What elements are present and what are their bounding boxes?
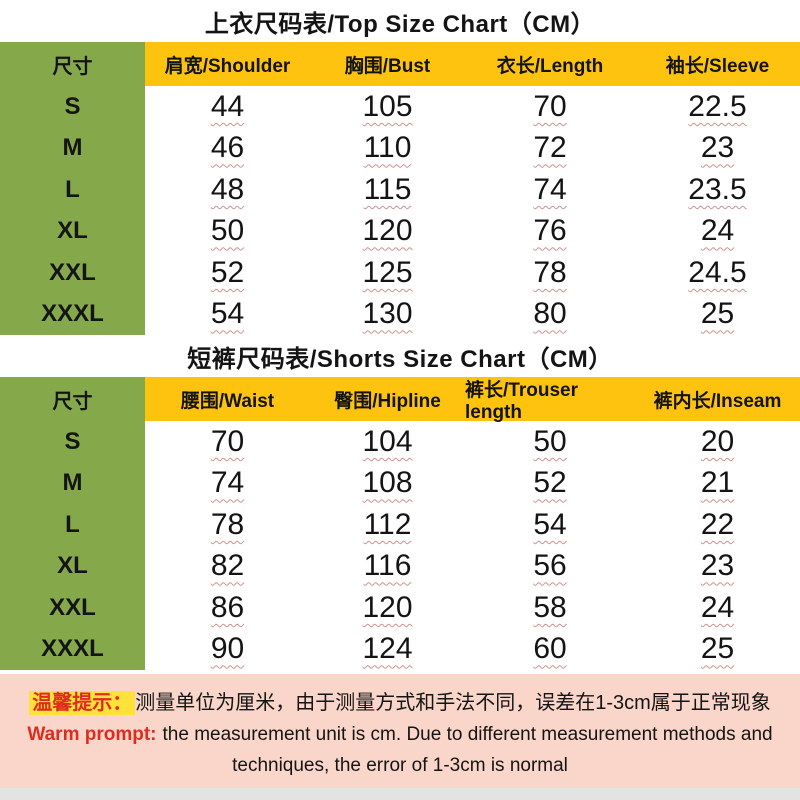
value-cell: 52 (210, 255, 245, 289)
value-cell: 120 (362, 214, 413, 248)
value-cell: 52 (533, 466, 567, 500)
shorts-table-header-row: 尺寸 腰围/Waist 臀围/Hipline 裤长/Trouser length… (0, 377, 800, 423)
value-cell: 90 (210, 632, 245, 666)
value-cell: 50 (533, 424, 567, 458)
size-cell: XXL (0, 252, 145, 294)
shorts-size-table: 尺寸 腰围/Waist 臀围/Hipline 裤长/Trouser length… (0, 377, 800, 670)
top-size-table: 尺寸 肩宽/Shoulder 胸围/Bust 衣长/Length 袖长/Slee… (0, 42, 800, 335)
value-cell: 22 (700, 507, 735, 541)
table-row: S 44 105 70 22.5 (0, 86, 800, 128)
value-cell: 23 (700, 131, 735, 165)
table-row: XL 50 120 76 24 (0, 210, 800, 252)
notice-line-zh: 温馨提示： 测量单位为厘米，由于测量方式和手法不同，误差在1-3cm属于正常现象 (29, 686, 771, 715)
table-row: M 74 108 52 21 (0, 462, 800, 504)
notice-panel: 温馨提示： 测量单位为厘米，由于测量方式和手法不同，误差在1-3cm属于正常现象 … (0, 674, 800, 788)
table-row: M 46 110 72 23 (0, 127, 800, 169)
value-cell: 58 (533, 590, 567, 624)
value-cell: 50 (210, 214, 245, 248)
top-size-chart-title: 上衣尺码表/Top Size Chart（CM） (204, 10, 596, 38)
value-cell: 74 (533, 172, 567, 206)
bottom-strip (0, 788, 800, 800)
value-cell: 70 (533, 89, 567, 123)
table-row: XL 82 116 56 23 (0, 545, 800, 587)
header-cell-shoulder: 肩宽/Shoulder (164, 55, 291, 77)
table-row: XXXL 54 130 80 25 (0, 293, 800, 335)
header-cell-length: 衣长/Length (496, 55, 604, 77)
value-cell: 74 (210, 466, 245, 500)
value-cell: 115 (363, 172, 412, 206)
size-cell: M (0, 462, 145, 504)
notice-line-en-1: Warm prompt: the measurement unit is cm. … (27, 724, 772, 746)
value-cell: 21 (700, 466, 735, 500)
value-cell: 24 (700, 590, 735, 624)
value-cell: 22.5 (688, 89, 747, 123)
size-cell: L (0, 169, 145, 211)
value-cell: 82 (210, 549, 245, 583)
size-cell: XXXL (0, 628, 145, 670)
table-row: S 70 104 50 20 (0, 421, 800, 463)
value-cell: 25 (700, 632, 735, 666)
header-cell-inseam: 裤内长/Inseam (653, 390, 782, 412)
notice-label-zh: 温馨提示： (29, 690, 136, 715)
value-cell: 56 (533, 549, 567, 583)
value-cell: 130 (362, 297, 413, 331)
value-cell: 25 (700, 297, 735, 331)
table-row: L 78 112 54 22 (0, 504, 800, 546)
value-cell: 125 (362, 255, 413, 289)
value-cell: 24 (700, 214, 735, 248)
size-cell: XXL (0, 587, 145, 629)
notice-line-en-2: techniques, the error of 1-3cm is normal (232, 754, 568, 776)
table-row: XXL 52 125 78 24.5 (0, 252, 800, 294)
size-cell: XL (0, 545, 145, 587)
table-row: XXL 86 120 58 24 (0, 587, 800, 629)
value-cell: 120 (362, 590, 413, 624)
table-row: L 48 115 74 23.5 (0, 169, 800, 211)
top-table-header-row: 尺寸 肩宽/Shoulder 胸围/Bust 衣长/Length 袖长/Slee… (0, 42, 800, 86)
value-cell: 23.5 (688, 172, 747, 206)
value-cell: 76 (533, 214, 567, 248)
size-cell: XXXL (0, 293, 145, 335)
value-cell: 72 (533, 131, 567, 165)
value-cell: 104 (362, 424, 413, 458)
value-cell: 20 (700, 424, 735, 458)
value-cell: 110 (363, 131, 412, 165)
value-cell: 80 (533, 297, 567, 331)
value-cell: 48 (210, 172, 245, 206)
value-cell: 78 (210, 507, 245, 541)
size-cell: XL (0, 210, 145, 252)
value-cell: 70 (210, 424, 245, 458)
value-cell: 105 (362, 89, 413, 123)
size-cell: M (0, 127, 145, 169)
notice-text-zh: 测量单位为厘米，由于测量方式和手法不同，误差在1-3cm属于正常现象 (135, 691, 771, 714)
value-cell: 124 (362, 632, 413, 666)
value-cell: 46 (210, 131, 245, 165)
header-cell-bust: 胸围/Bust (344, 55, 431, 77)
value-cell: 23 (700, 549, 735, 583)
table-row: XXXL 90 124 60 25 (0, 628, 800, 670)
value-cell: 24.5 (688, 255, 747, 289)
notice-label-en: Warm prompt: (27, 723, 157, 745)
value-cell: 112 (363, 507, 412, 541)
header-cell-size: 尺寸 (0, 377, 145, 421)
header-cell-sleeve: 袖长/Sleeve (665, 55, 770, 77)
value-cell: 54 (210, 297, 245, 331)
header-cell-trouser-length: 裤长/Trouser length (465, 379, 578, 423)
value-cell: 78 (533, 255, 567, 289)
shorts-size-chart-title: 短裤尺码表/Shorts Size Chart（CM） (187, 345, 613, 373)
value-cell: 108 (362, 466, 413, 500)
size-cell: L (0, 504, 145, 546)
header-cell-waist: 腰围/Waist (180, 390, 275, 412)
value-cell: 86 (210, 590, 245, 624)
header-cell-size: 尺寸 (0, 42, 145, 86)
notice-text-en-1: the measurement unit is cm. Due to diffe… (162, 723, 773, 745)
size-cell: S (0, 421, 145, 463)
value-cell: 60 (533, 632, 567, 666)
value-cell: 116 (363, 549, 412, 583)
value-cell: 44 (210, 89, 245, 123)
value-cell: 54 (533, 507, 567, 541)
size-cell: S (0, 86, 145, 128)
header-cell-hipline: 臀围/Hipline (334, 390, 441, 412)
